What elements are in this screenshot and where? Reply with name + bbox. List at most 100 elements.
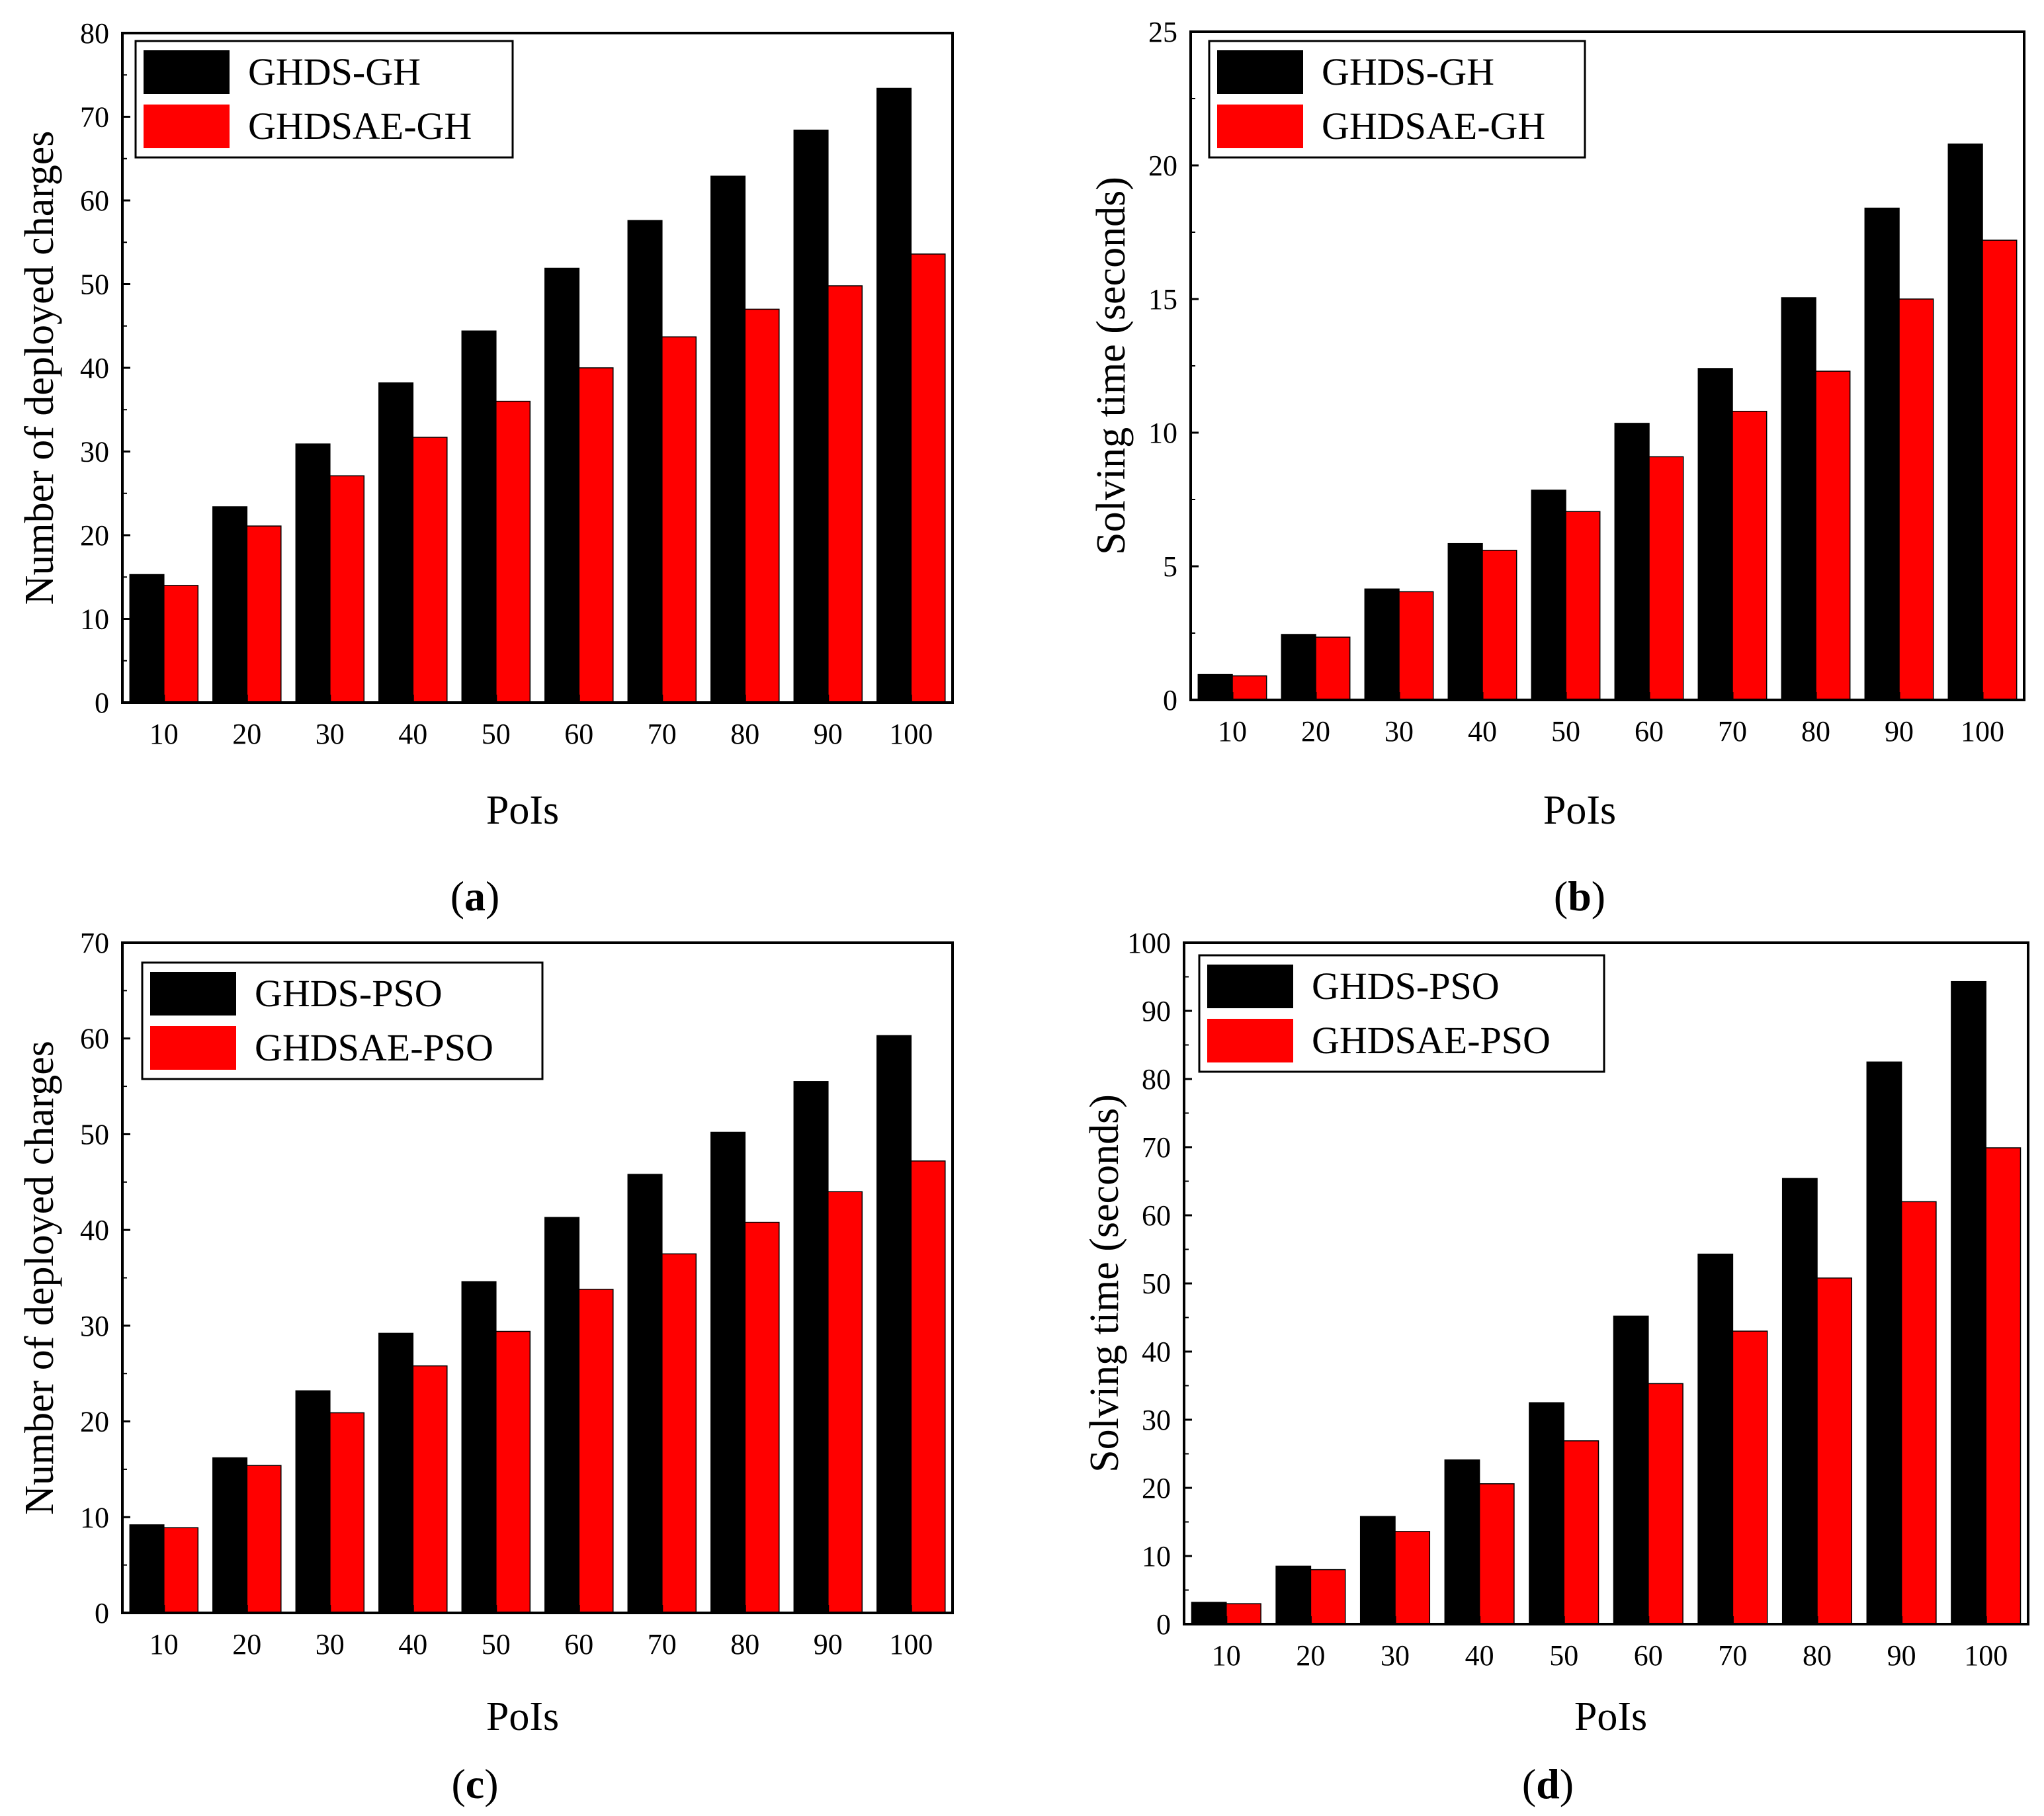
bar-d-series2-40 (1480, 1484, 1514, 1624)
y-tick-label: 0 (95, 1597, 109, 1629)
legend-c: GHDS-PSO GHDSAE-PSO (142, 963, 542, 1079)
panel-label: (b) (1554, 873, 1605, 920)
bar-d-series1-50 (1529, 1403, 1564, 1624)
x-tick-label: 80 (730, 718, 759, 750)
x-tick-label: 10 (1212, 1639, 1241, 1672)
x-tick-label: 80 (730, 1628, 759, 1661)
bar-d-series2-30 (1395, 1532, 1429, 1624)
y-tick-label: 10 (80, 603, 109, 636)
legend-label-series2: GHDSAE-GH (1322, 105, 1545, 148)
bar-d-series1-60 (1614, 1316, 1648, 1624)
x-tick-label: 20 (1301, 715, 1330, 748)
bar-b-series2-90 (1899, 299, 1934, 700)
chart-panel-c: 0 10 20 30 40 50 60 70 10 20 30 40 50 60 70 80 90 100 PoIs… (17, 895, 953, 1807)
bar-c-series1-80 (711, 1133, 745, 1614)
bar-c-series2-30 (330, 1413, 364, 1614)
legend-b: GHDS-GH GHDSAE-GH (1209, 41, 1585, 157)
bar-c-series1-10 (130, 1525, 164, 1613)
y-tick-label: 10 (80, 1501, 109, 1534)
x-tick-label: 30 (316, 718, 345, 750)
x-tick-label: 50 (482, 1628, 511, 1661)
bar-a-series1-40 (379, 383, 413, 703)
bar-b-series1-50 (1531, 490, 1566, 700)
bar-a-series2-30 (330, 476, 364, 703)
bar-c-series1-20 (213, 1458, 247, 1613)
bar-b-series1-30 (1365, 589, 1399, 700)
y-tick-label: 25 (1148, 16, 1177, 48)
x-axis-title: PoIs (1574, 1694, 1647, 1739)
bar-c-series1-70 (628, 1174, 662, 1613)
bar-c-series1-90 (794, 1082, 828, 1613)
x-tick-label: 40 (1465, 1639, 1494, 1672)
bar-d-series1-80 (1783, 1178, 1817, 1624)
y-tick-label: 10 (1148, 417, 1177, 449)
bar-b-series2-40 (1482, 550, 1517, 700)
panel-label-open: ( (1522, 1760, 1536, 1807)
bar-d-series1-10 (1192, 1602, 1226, 1624)
bar-c-series2-80 (745, 1223, 779, 1613)
x-tick-label: 90 (814, 1628, 843, 1661)
legend-label-series2: GHDSAE-PSO (255, 1026, 493, 1069)
x-tick-label: 50 (1551, 715, 1580, 748)
bar-b-series2-100 (1982, 240, 2017, 700)
x-tick-label: 30 (316, 1628, 345, 1661)
x-tick-label: 50 (1549, 1639, 1578, 1672)
y-tick-label: 30 (80, 1310, 109, 1342)
panel-label-close: ) (484, 1760, 498, 1807)
legend-swatch-series1 (144, 50, 230, 94)
x-tick-label: 90 (1887, 1639, 1916, 1672)
bar-a-series2-100 (911, 254, 945, 703)
y-axis-title: Solving time (seconds) (1082, 1094, 1127, 1473)
bar-d-series1-70 (1698, 1254, 1732, 1624)
x-tick-label: 30 (1384, 715, 1414, 748)
bar-b-series1-20 (1281, 634, 1316, 700)
x-tick-label: 70 (648, 1628, 677, 1661)
y-tick-label: 0 (1163, 684, 1177, 716)
panel-label: (c) (451, 1760, 498, 1807)
x-tick-label: 10 (149, 1628, 179, 1661)
x-tick-label: 70 (1718, 715, 1747, 748)
bar-a-series2-90 (828, 286, 863, 703)
y-tick-label: 70 (80, 101, 109, 134)
bar-b-series1-70 (1698, 368, 1732, 700)
bar-d-series2-70 (1732, 1331, 1767, 1624)
bar-b-series1-80 (1781, 298, 1816, 700)
bar-a-series1-30 (296, 444, 330, 703)
bar-c-series2-20 (247, 1465, 281, 1613)
y-tick-label: 60 (80, 185, 109, 217)
y-tick-label: 50 (1142, 1268, 1171, 1300)
bar-a-series1-70 (628, 220, 662, 703)
bar-b-series1-60 (1615, 423, 1649, 700)
x-axis-title: PoIs (486, 788, 559, 833)
bar-c-series1-30 (296, 1391, 330, 1613)
bar-c-series2-100 (911, 1161, 945, 1613)
y-tick-label: 20 (1148, 150, 1177, 182)
bar-c-series2-10 (164, 1528, 198, 1613)
x-tick-label: 100 (1964, 1639, 2008, 1672)
bar-c-series2-50 (496, 1332, 531, 1614)
bar-c-series1-50 (462, 1281, 496, 1613)
x-axis-title: PoIs (1543, 788, 1616, 833)
panel-label-letter: a (464, 873, 486, 920)
panel-label-open: ( (450, 873, 464, 920)
x-tick-label: 60 (564, 1628, 593, 1661)
panel-label-close: ) (1560, 1760, 1574, 1807)
x-tick-label: 20 (232, 1628, 261, 1661)
panel-label-open: ( (451, 1760, 465, 1807)
bar-b-series2-60 (1649, 456, 1683, 700)
legend-swatch-series1 (1207, 965, 1293, 1008)
x-tick-label: 70 (648, 718, 677, 750)
bar-d-series2-100 (1986, 1148, 2020, 1624)
y-tick-label: 90 (1142, 995, 1171, 1027)
x-tick-label: 100 (1961, 715, 2004, 748)
bar-a-series2-10 (164, 585, 198, 703)
chart-panel-b: 0 5 10 15 20 25 10 20 30 40 50 60 70 80 90 100 PoIs Solvi… (1089, 0, 2024, 920)
x-tick-label: 70 (1718, 1639, 1747, 1672)
bar-a-series2-50 (496, 402, 531, 703)
x-axis-title: PoIs (486, 1694, 559, 1739)
bar-a-series2-80 (745, 309, 779, 703)
bar-b-series1-90 (1865, 208, 1899, 700)
x-tick-label: 90 (1885, 715, 1914, 748)
y-tick-label: 20 (1142, 1472, 1171, 1504)
y-tick-label: 15 (1148, 283, 1177, 316)
